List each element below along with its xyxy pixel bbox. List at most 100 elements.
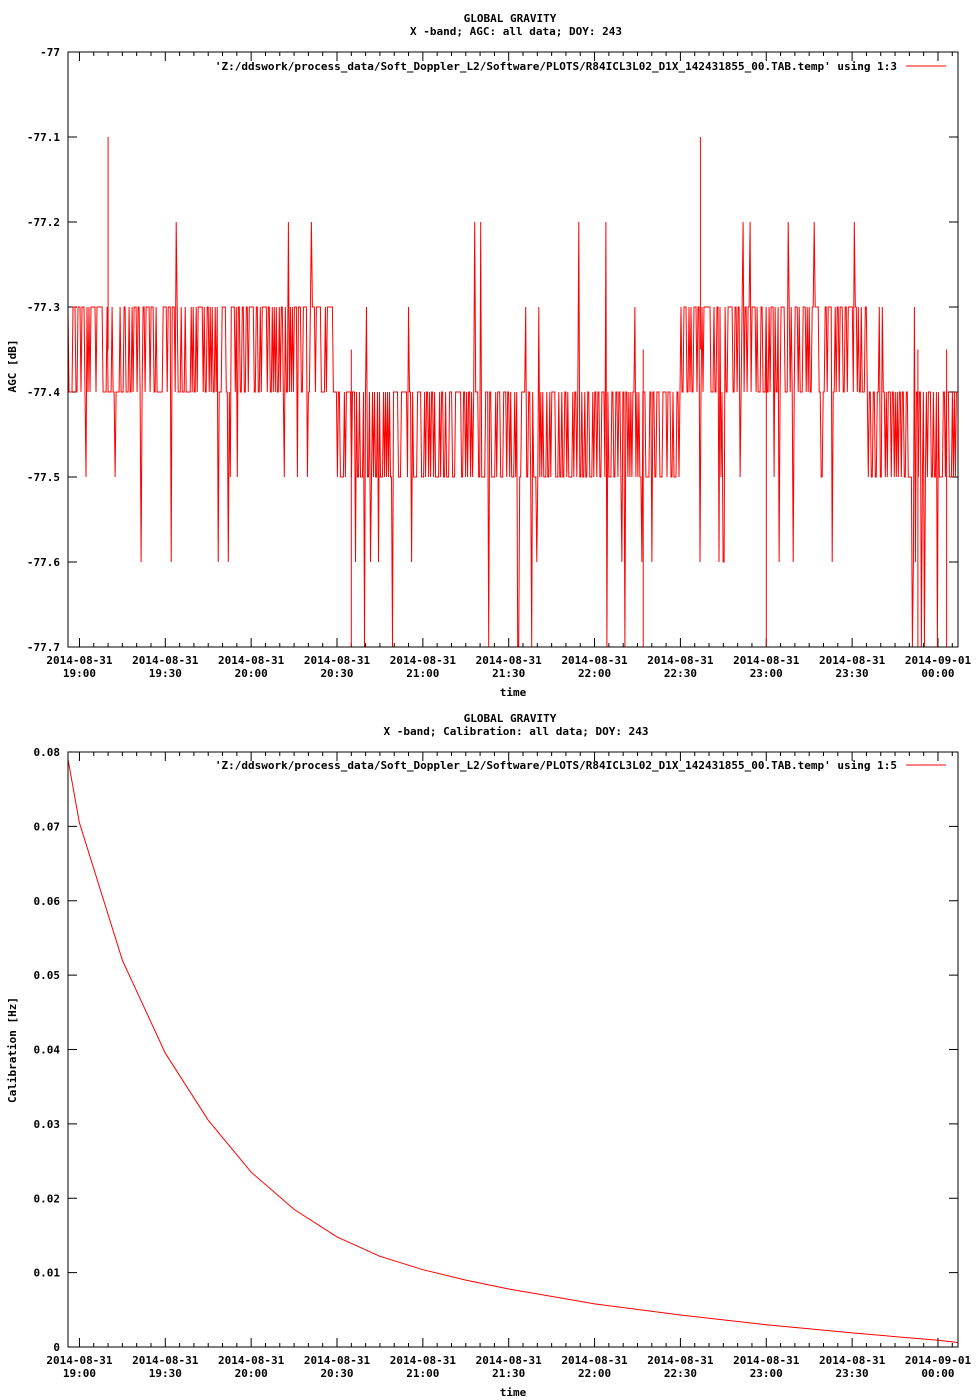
x-tick-label-time: 21:30 [492,1367,525,1380]
x-tick-label-time: 19:00 [63,667,96,680]
calibration-data-point [250,1171,252,1173]
x-tick-label-date: 2014-08-31 [218,654,285,667]
x-tick-label-time: 19:30 [149,667,182,680]
calibration-plot-area [67,759,959,1343]
calibration-data-point [508,1288,510,1290]
x-tick-label-time: 22:30 [664,1367,697,1380]
x-tick-label-time: 22:30 [664,667,697,680]
y-tick-label: 0.03 [34,1118,61,1131]
x-tick-label-date: 2014-08-31 [733,1354,800,1367]
calibration-data-point [465,1279,467,1281]
y-tick-label: -77.2 [27,216,60,229]
y-tick-label: -77.5 [27,471,60,484]
calibration-chart: GLOBAL GRAVITY X -band; Calibration: all… [6,712,971,1399]
x-tick-label-date: 2014-08-31 [819,1354,886,1367]
calibration-data-point [851,1332,853,1334]
x-tick-label-date: 2014-08-31 [561,654,628,667]
y-tick-label: 0.06 [34,895,61,908]
y-tick-label: -77.1 [27,131,60,144]
x-tick-label-time: 00:00 [921,667,954,680]
agc-y-axis-label: AGC [dB] [6,340,19,393]
calibration-data-point [293,1209,295,1210]
x-tick-label-time: 23:00 [750,1367,783,1380]
calibration-y-axis-label: Calibration [Hz] [6,997,19,1103]
agc-chart-title: GLOBAL GRAVITY [464,12,557,25]
agc-chart-subtitle: X -band; AGC: all data; DOY: 243 [410,25,622,38]
agc-x-ticks: 2014-08-3119:002014-08-3119:302014-08-31… [46,52,971,680]
x-tick-label-time: 19:00 [63,1367,96,1380]
agc-legend-text: 'Z:/ddswork/process_data/Soft_Doppler_L2… [215,60,897,73]
x-tick-label-date: 2014-08-31 [304,1354,371,1367]
x-tick-label-date: 2014-08-31 [476,1354,543,1367]
x-tick-label-date: 2014-08-31 [218,1354,285,1367]
x-tick-label-date: 2014-09-01 [905,1354,972,1367]
calibration-chart-title: GLOBAL GRAVITY [464,712,557,725]
calibration-data-point [765,1324,767,1326]
calibration-data-point [207,1119,209,1121]
y-tick-label: -77.6 [27,556,60,569]
agc-x-axis-label: time [500,686,527,699]
calibration-x-ticks: 2014-08-3119:002014-08-3119:302014-08-31… [46,752,971,1380]
x-tick-label-date: 2014-08-31 [390,654,457,667]
calibration-data-point [164,1052,166,1054]
calibration-data-point [680,1314,681,1316]
calibration-data-point [551,1296,552,1297]
calibration-data-point [594,1303,595,1305]
calibration-data-point [79,822,80,824]
calibration-data-point [122,959,123,961]
x-tick-label-date: 2014-08-31 [647,1354,714,1367]
calibration-series-line [67,759,959,1343]
x-tick-label-time: 22:00 [578,667,611,680]
calibration-legend-text: 'Z:/ddswork/process_data/Soft_Doppler_L2… [215,759,897,772]
x-tick-label-time: 19:30 [149,1367,182,1380]
agc-chart: GLOBAL GRAVITY X -band; AGC: all data; D… [6,12,971,699]
calibration-x-axis-label: time [500,1386,527,1399]
y-tick-label: 0 [53,1341,60,1354]
x-tick-label-date: 2014-08-31 [561,1354,628,1367]
y-tick-label: -77 [40,46,60,59]
y-tick-label: -77.3 [27,301,60,314]
x-tick-label-date: 2014-08-31 [132,654,199,667]
x-tick-label-time: 20:00 [235,667,268,680]
x-tick-label-date: 2014-09-01 [905,654,972,667]
x-tick-label-time: 20:00 [235,1367,268,1380]
x-tick-label-time: 20:30 [320,1367,353,1380]
x-tick-label-date: 2014-08-31 [733,654,800,667]
calibration-data-point [336,1236,338,1238]
x-tick-label-time: 20:30 [320,667,353,680]
x-tick-label-date: 2014-08-31 [46,1354,113,1367]
x-tick-label-date: 2014-08-31 [647,654,714,667]
calibration-data-point [937,1339,939,1341]
x-tick-label-time: 23:30 [836,1367,869,1380]
agc-series-line [67,137,958,648]
x-tick-label-time: 21:00 [406,1367,439,1380]
x-tick-label-time: 23:30 [836,667,869,680]
x-tick-label-date: 2014-08-31 [46,654,113,667]
calibration-data-point [422,1269,424,1271]
x-tick-label-time: 00:00 [921,1367,954,1380]
x-tick-label-date: 2014-08-31 [304,654,371,667]
x-tick-label-date: 2014-08-31 [819,654,886,667]
y-tick-label: 0.07 [34,820,61,833]
agc-plot-area [67,137,958,648]
agc-plot-frame [67,51,959,648]
y-tick-label: 0.02 [34,1192,61,1205]
x-tick-label-time: 21:00 [406,667,439,680]
x-tick-label-date: 2014-08-31 [390,1354,457,1367]
x-tick-label-date: 2014-08-31 [476,654,543,667]
y-tick-label: -77.7 [27,641,60,654]
calibration-plot-frame [67,751,959,1348]
calibration-chart-subtitle: X -band; Calibration: all data; DOY: 243 [384,725,649,738]
calibration-data-point [379,1255,381,1257]
x-tick-label-time: 23:00 [750,667,783,680]
y-tick-label: 0.05 [34,969,61,982]
x-tick-label-time: 21:30 [492,667,525,680]
calibration-y-ticks: 0 0.01 0.02 0.03 0.04 0.05 0.06 0.07 0.08 [34,746,958,1354]
x-tick-label-date: 2014-08-31 [132,1354,199,1367]
y-tick-label: 0.01 [34,1267,61,1280]
y-tick-label: -77.4 [27,386,60,399]
y-tick-label: 0.04 [34,1044,61,1057]
y-tick-label: 0.08 [34,746,61,759]
x-tick-label-time: 22:00 [578,1367,611,1380]
